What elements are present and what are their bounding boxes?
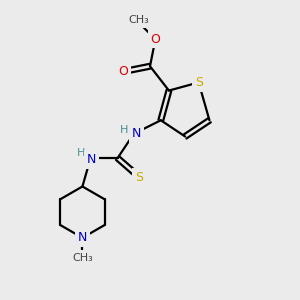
Text: S: S: [195, 76, 203, 89]
Text: CH₃: CH₃: [129, 15, 150, 25]
Text: H: H: [77, 148, 85, 158]
Text: S: S: [135, 170, 143, 184]
Text: N: N: [87, 153, 97, 166]
Text: S: S: [195, 76, 203, 89]
Text: N: N: [87, 153, 97, 166]
Text: CH₃: CH₃: [72, 253, 93, 263]
Text: N: N: [132, 127, 141, 140]
Text: H: H: [120, 125, 128, 135]
Text: O: O: [118, 65, 128, 78]
Text: S: S: [135, 170, 143, 184]
Text: O: O: [118, 65, 128, 78]
Text: N: N: [78, 231, 87, 244]
Text: N: N: [132, 127, 141, 140]
Text: O: O: [151, 33, 160, 46]
Text: CH₃: CH₃: [129, 15, 150, 25]
Text: CH₃: CH₃: [72, 253, 93, 263]
Text: O: O: [151, 33, 160, 46]
Text: H: H: [120, 125, 128, 135]
Text: N: N: [78, 231, 87, 244]
Text: H: H: [77, 148, 85, 158]
